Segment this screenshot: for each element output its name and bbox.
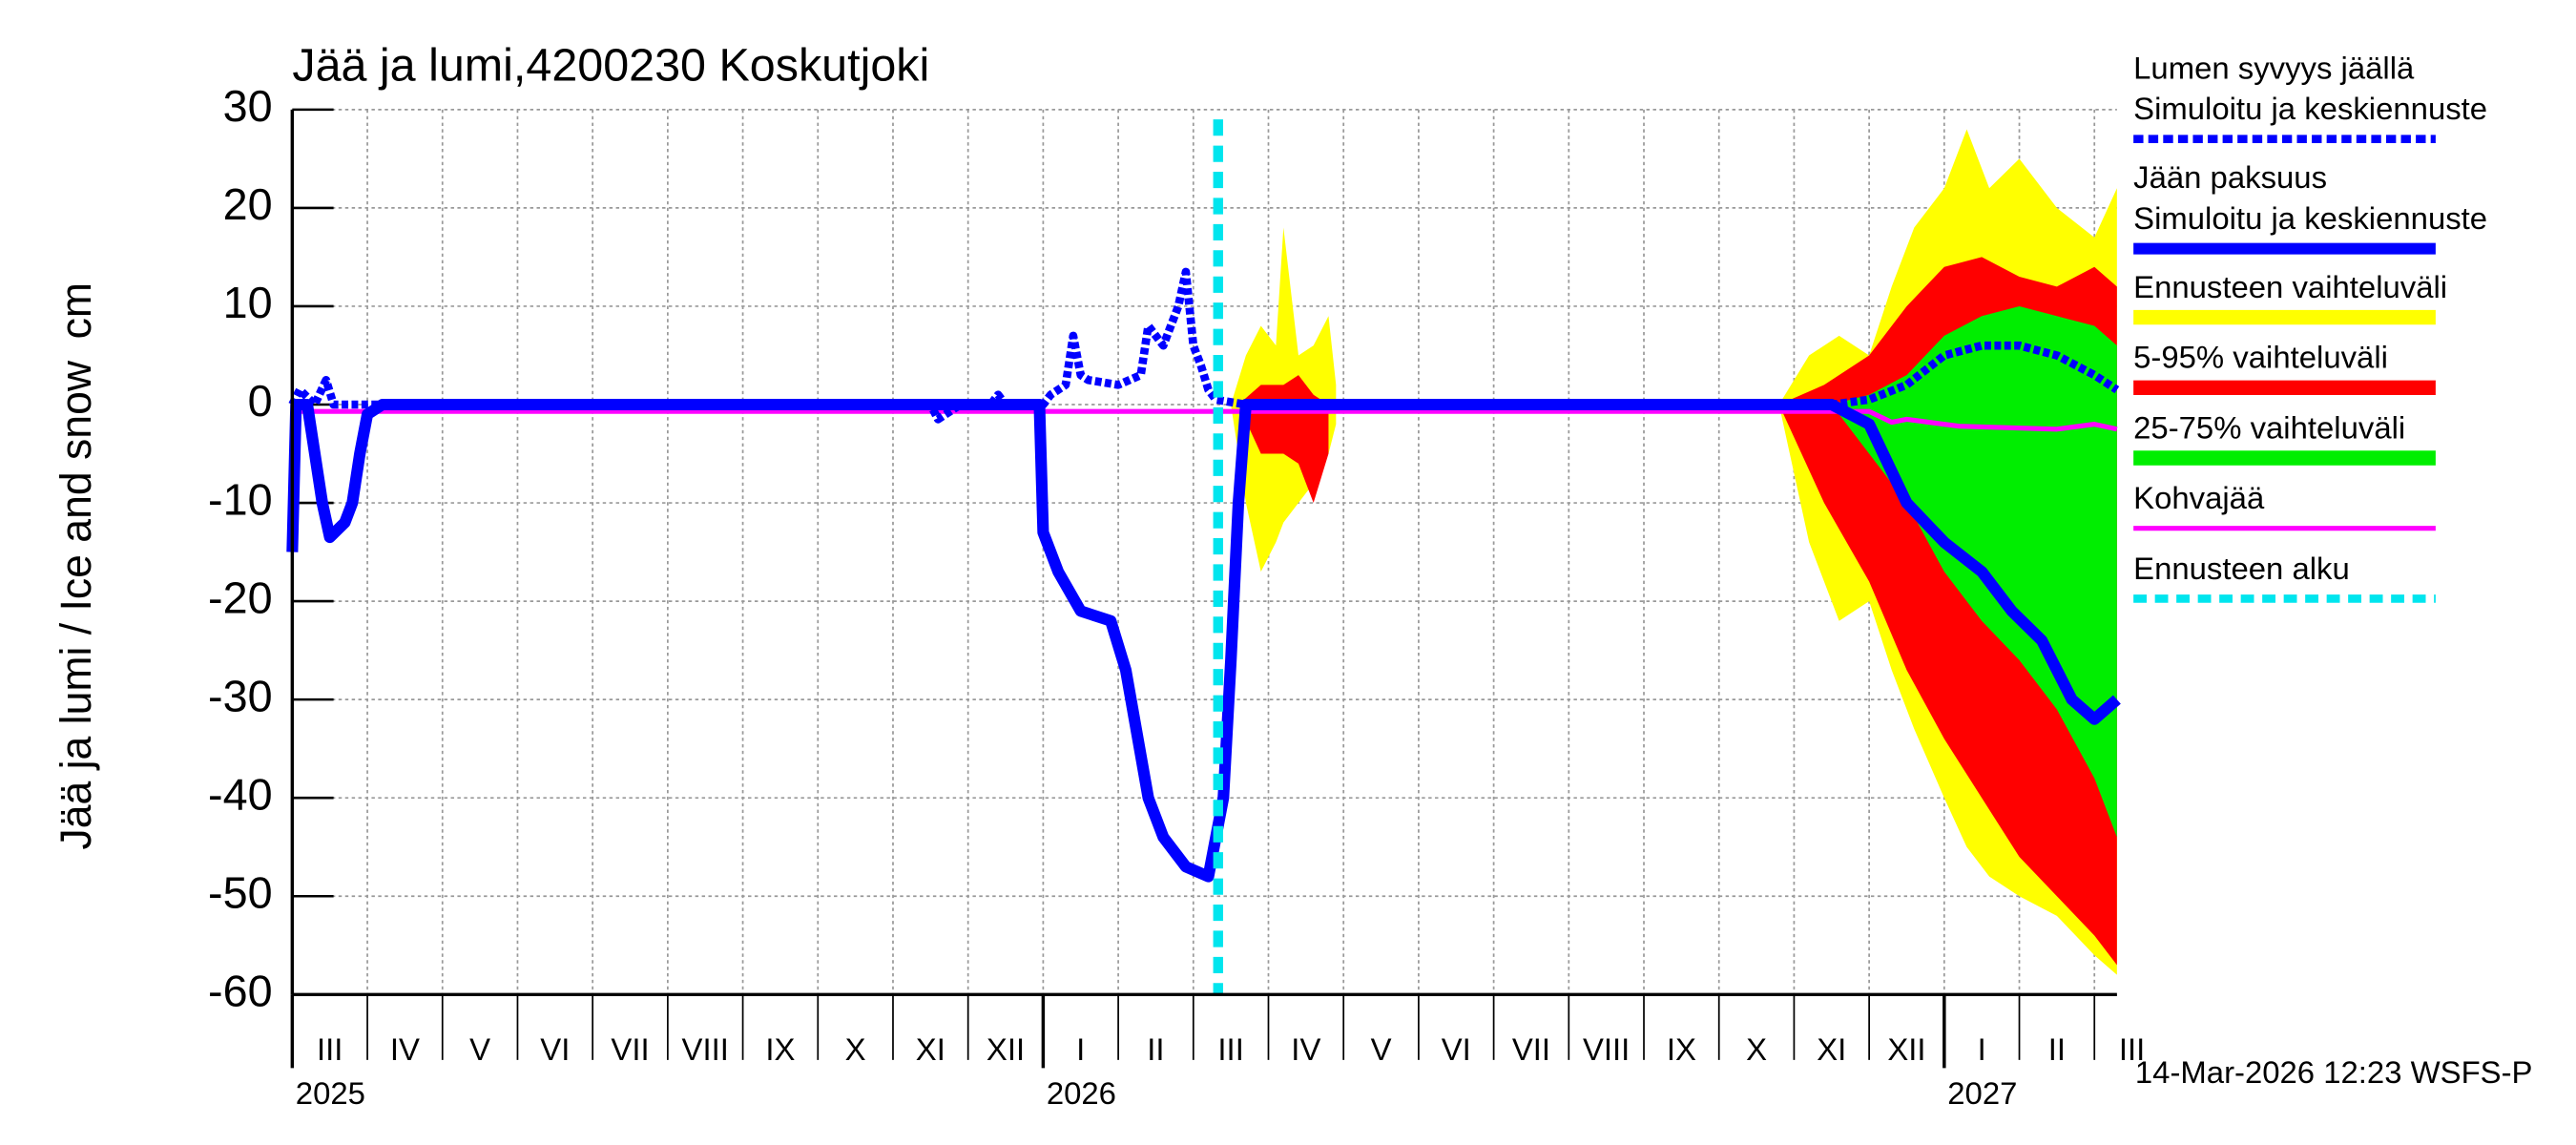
x-tick-label: IV <box>390 1031 420 1067</box>
legend-title: Jään paksuus <box>2133 159 2327 195</box>
x-tick-label: X <box>1746 1031 1767 1067</box>
x-tick-label: X <box>845 1031 866 1067</box>
y-tick-label: 0 <box>248 376 273 426</box>
y-tick-label: -10 <box>208 474 273 524</box>
y-axis-label: Jää ja lumi / Ice and snow <box>52 360 100 849</box>
legend-label: 25-75% vaihteluväli <box>2133 410 2405 446</box>
x-tick-label: I <box>1978 1031 1986 1067</box>
x-tick-label: VII <box>1512 1031 1550 1067</box>
y-tick-label: 10 <box>223 278 273 327</box>
legend-label: Ennusteen vaihteluväli <box>2133 269 2447 304</box>
series-line <box>288 267 2120 424</box>
y-tick-label: -20 <box>208 573 273 623</box>
y-axis-unit: cm <box>52 282 100 339</box>
legend-label: Simuloitu ja keskiennuste <box>2133 91 2487 126</box>
legend-label: Kohvajää <box>2133 480 2265 515</box>
x-tick-label: VII <box>611 1031 649 1067</box>
x-tick-label: IX <box>1667 1031 1696 1067</box>
y-tick-label: 20 <box>223 179 273 229</box>
x-tick-label: XII <box>1887 1031 1925 1067</box>
x-tick-label: V <box>1371 1031 1392 1067</box>
y-tick-label: -40 <box>208 770 273 820</box>
legend-label: Ennusteen alku <box>2133 551 2350 586</box>
year-label: 2026 <box>1047 1075 1116 1111</box>
x-tick-label: VI <box>540 1031 570 1067</box>
chart-title: Jää ja lumi,4200230 Koskutjoki <box>292 40 929 92</box>
x-tick-label: IV <box>1291 1031 1320 1067</box>
series-line <box>286 398 2121 883</box>
y-tick-label: -50 <box>208 868 273 918</box>
footer: 14-Mar-2026 12:23 WSFS-P <box>2135 1054 2533 1090</box>
x-tick-label: I <box>1076 1031 1085 1067</box>
year-label: 2027 <box>1947 1075 2017 1111</box>
x-tick-label: VI <box>1442 1031 1471 1067</box>
x-tick-label: VIII <box>682 1031 729 1067</box>
x-tick-label: II <box>1147 1031 1164 1067</box>
x-tick-label: V <box>469 1031 490 1067</box>
x-tick-label: XI <box>916 1031 945 1067</box>
series-line <box>292 408 2118 432</box>
legend-label: 5-95% vaihteluväli <box>2133 340 2388 375</box>
x-tick-label: IX <box>765 1031 795 1067</box>
y-tick-label: 30 <box>223 81 273 131</box>
y-tick-label: -30 <box>208 672 273 721</box>
legend-label: Simuloitu ja keskiennuste <box>2133 200 2487 236</box>
legend-title: Lumen syvyys jäällä <box>2133 50 2415 85</box>
x-tick-label: III <box>2119 1031 2145 1067</box>
x-tick-label: III <box>1217 1031 1243 1067</box>
x-tick-label: II <box>2048 1031 2066 1067</box>
x-tick-label: XI <box>1817 1031 1846 1067</box>
y-tick-label: -60 <box>208 967 273 1016</box>
year-label: 2025 <box>296 1075 365 1111</box>
x-tick-label: VIII <box>1583 1031 1630 1067</box>
x-tick-label: XII <box>987 1031 1025 1067</box>
x-tick-label: III <box>317 1031 343 1067</box>
